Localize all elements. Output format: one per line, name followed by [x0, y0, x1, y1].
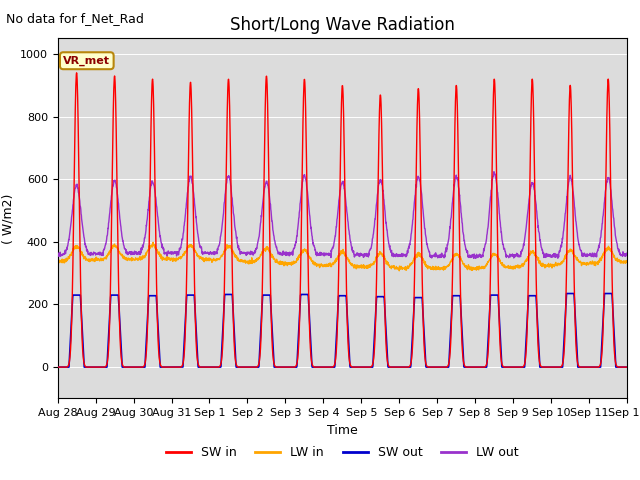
Text: No data for f_Net_Rad: No data for f_Net_Rad [6, 12, 144, 25]
X-axis label: Time: Time [327, 424, 358, 437]
Text: VR_met: VR_met [63, 56, 110, 66]
Y-axis label: ( W/m2): ( W/m2) [1, 193, 14, 243]
Legend: SW in, LW in, SW out, LW out: SW in, LW in, SW out, LW out [161, 441, 524, 464]
Title: Short/Long Wave Radiation: Short/Long Wave Radiation [230, 16, 455, 34]
